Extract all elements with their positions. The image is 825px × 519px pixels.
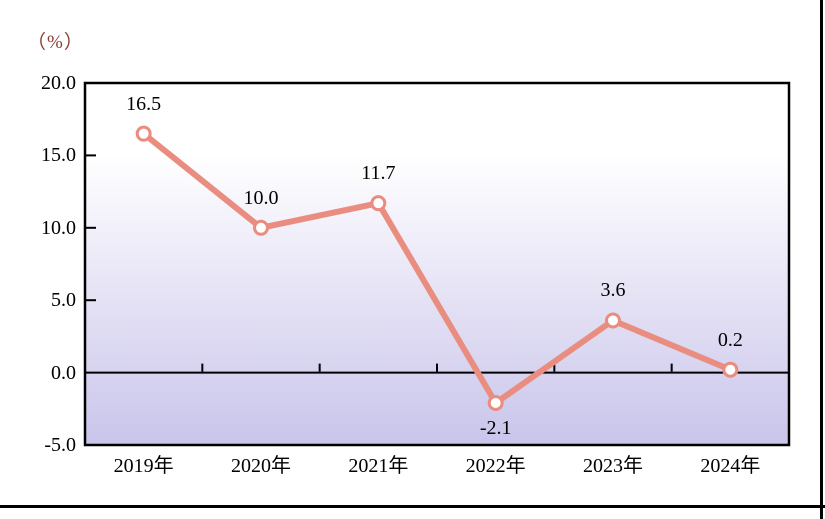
data-point-value-label: 3.6 bbox=[600, 279, 626, 302]
data-point-marker-2019年 bbox=[135, 125, 152, 142]
y-axis-tick-label: -5.0 bbox=[44, 434, 76, 456]
data-point-marker-2023年 bbox=[605, 312, 621, 329]
x-axis-category-label: 2022年 bbox=[465, 455, 526, 477]
x-axis-category-label: 2020年 bbox=[231, 455, 291, 477]
x-axis-category-label: 2023年 bbox=[583, 455, 643, 477]
data-point-value-label: 11.7 bbox=[361, 162, 396, 185]
data-point-value-label: -2.1 bbox=[479, 417, 512, 439]
y-axis-tick-label: 10.0 bbox=[41, 216, 76, 239]
y-axis-unit-label: （%） bbox=[27, 32, 84, 53]
data-point-value-label: 10.0 bbox=[243, 186, 279, 209]
plot-border bbox=[83, 81, 791, 447]
data-point-marker-2020年 bbox=[253, 219, 269, 236]
series-line bbox=[140, 130, 734, 407]
x-axis-category-label: 2019年 bbox=[113, 455, 174, 477]
y-axis-tick-label: 0.0 bbox=[51, 361, 76, 384]
y-axis-tick-label: 15.0 bbox=[41, 144, 76, 167]
data-point-value-label: 16.5 bbox=[126, 92, 162, 115]
y-axis-tick-label: 5.0 bbox=[51, 289, 76, 312]
outer-border-right bbox=[820, 0, 823, 519]
data-point-marker-2021年 bbox=[370, 195, 387, 212]
data-point-marker-2024年 bbox=[722, 361, 739, 378]
x-axis-category-label: 2021年 bbox=[348, 455, 409, 477]
data-point-value-label: 0.2 bbox=[717, 328, 743, 351]
data-point-marker-2022年 bbox=[487, 395, 504, 412]
y-axis-tick-label: 20.0 bbox=[41, 72, 76, 94]
outer-border-bottom bbox=[0, 505, 825, 508]
x-axis-category-label: 2024年 bbox=[700, 455, 761, 477]
plot-area-background bbox=[85, 83, 789, 445]
